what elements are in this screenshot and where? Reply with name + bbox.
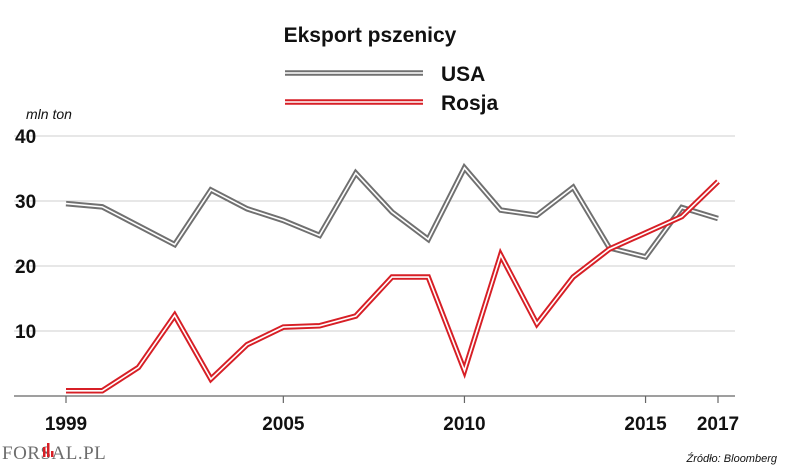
y-tick-label: 40	[15, 127, 36, 148]
brand-logo: FORSAL.PL	[2, 443, 106, 464]
x-tick-label: 2015	[624, 414, 667, 435]
x-tick-label: 2010	[443, 414, 485, 435]
axis-ticks: 10 20 30 40 1999 2005 2010 2015 2017	[15, 127, 739, 435]
y-tick-label: 30	[15, 192, 36, 213]
x-tick-label: 1999	[45, 414, 87, 435]
brand-logo-text: FORSAL.PL	[2, 443, 106, 464]
x-tick-label: 2017	[697, 414, 739, 435]
y-tick-label: 10	[15, 322, 36, 343]
series-line-core	[66, 180, 719, 392]
series-lines	[65, 162, 720, 394]
legend-item: Rosja	[285, 92, 499, 115]
series-rosja	[66, 179, 720, 394]
chart-title: Eksport pszenicy	[284, 24, 457, 47]
legend-item: USA	[285, 63, 485, 86]
legend-label: Rosja	[441, 92, 499, 115]
legend-label: USA	[441, 63, 485, 86]
brand-accent-bar	[43, 447, 46, 457]
gridlines	[14, 135, 735, 397]
source-note: Źródło: Bloomberg	[686, 452, 778, 465]
x-tick-label: 2005	[262, 414, 305, 435]
brand-accent-bar	[47, 443, 50, 457]
y-tick-label: 20	[15, 257, 36, 278]
brand-accent-bar	[51, 451, 54, 457]
legend: USA Rosja	[285, 63, 499, 115]
y-axis-label: mln ton	[26, 106, 72, 122]
